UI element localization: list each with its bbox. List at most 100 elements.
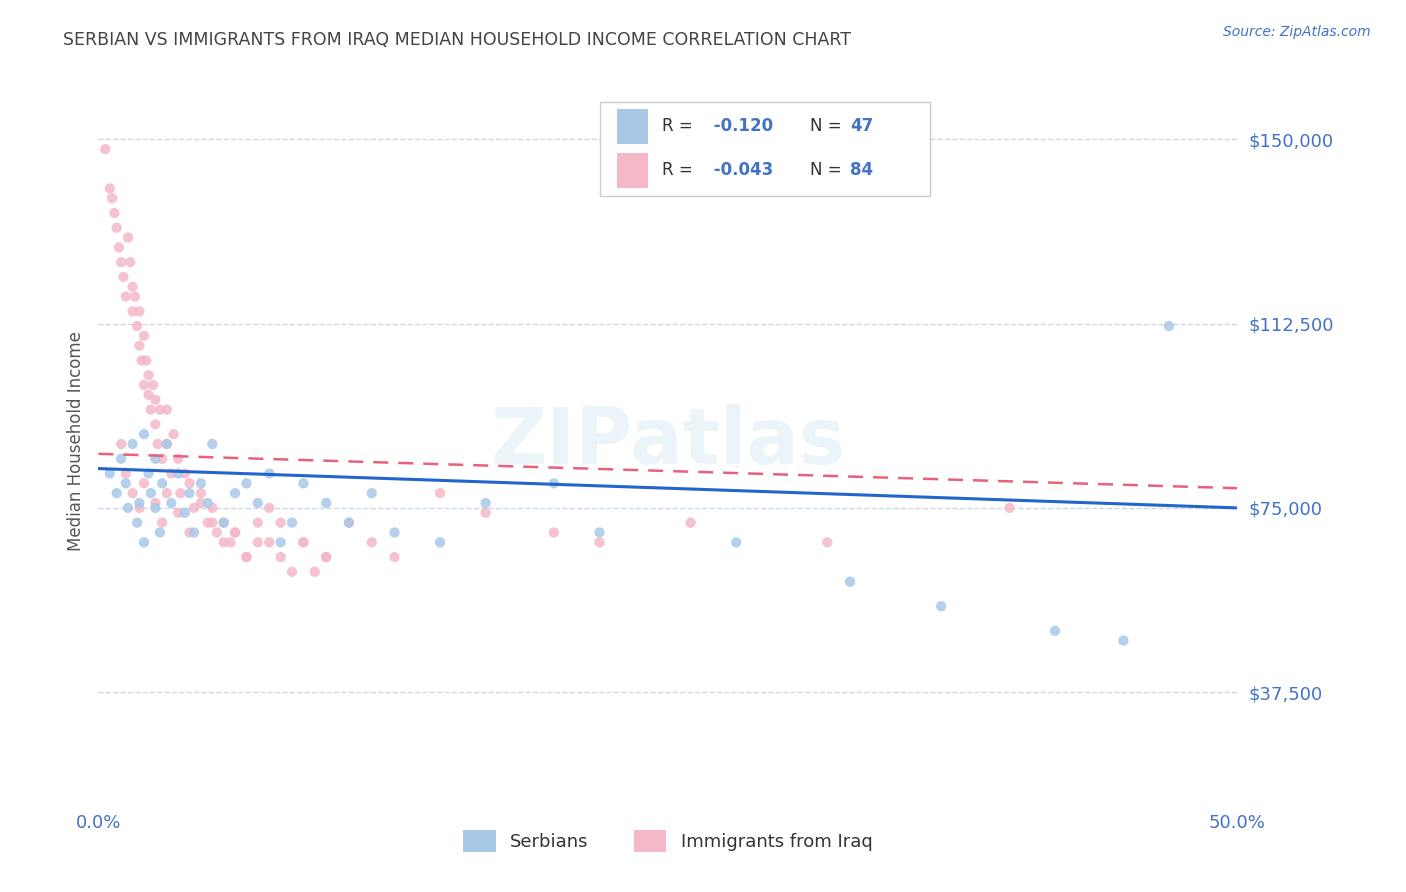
Point — [315, 496, 337, 510]
Point — [98, 181, 121, 195]
Point — [929, 599, 952, 614]
Point — [543, 525, 565, 540]
Point — [246, 535, 269, 549]
Text: N =: N = — [810, 117, 846, 136]
Point — [135, 353, 157, 368]
Point — [145, 392, 167, 407]
Y-axis label: Median Household Income: Median Household Income — [66, 332, 84, 551]
Point — [315, 549, 337, 564]
Point — [110, 255, 132, 269]
Point — [121, 279, 143, 293]
Text: R =: R = — [662, 117, 699, 136]
Point — [145, 451, 167, 466]
Point — [235, 476, 257, 491]
Point — [117, 230, 139, 244]
Point — [246, 516, 269, 530]
Point — [167, 451, 190, 466]
Point — [259, 500, 281, 515]
Point — [219, 535, 242, 549]
FancyBboxPatch shape — [599, 102, 929, 196]
Point — [235, 549, 257, 564]
Point — [156, 437, 179, 451]
Text: R =: R = — [662, 161, 699, 179]
Point — [139, 402, 162, 417]
Point — [167, 506, 190, 520]
Text: Source: ZipAtlas.com: Source: ZipAtlas.com — [1223, 25, 1371, 39]
Point — [224, 486, 246, 500]
Point — [246, 496, 269, 510]
Point — [156, 437, 179, 451]
Point — [128, 500, 150, 515]
Point — [112, 269, 135, 284]
Point — [114, 289, 136, 303]
Text: ZIPatlas: ZIPatlas — [491, 403, 845, 480]
Point — [201, 437, 224, 451]
Point — [145, 500, 167, 515]
Point — [101, 191, 124, 205]
Point — [162, 427, 184, 442]
Point — [259, 467, 281, 481]
Point — [108, 240, 131, 254]
Point — [128, 339, 150, 353]
Point — [128, 304, 150, 318]
Point — [1043, 624, 1066, 638]
Legend: Serbians, Immigrants from Iraq: Serbians, Immigrants from Iraq — [449, 815, 887, 866]
Point — [121, 437, 143, 451]
Point — [190, 496, 212, 510]
Point — [156, 486, 179, 500]
Point — [815, 535, 838, 549]
Point — [114, 476, 136, 491]
Point — [384, 549, 406, 564]
Point — [114, 467, 136, 481]
Point — [429, 535, 451, 549]
Point — [98, 467, 121, 481]
Point — [149, 525, 172, 540]
Point — [337, 516, 360, 530]
Point — [224, 525, 246, 540]
Point — [138, 368, 160, 383]
Point — [139, 486, 162, 500]
Point — [212, 516, 235, 530]
Point — [588, 525, 610, 540]
Point — [110, 451, 132, 466]
Point — [304, 565, 326, 579]
Point — [270, 549, 292, 564]
Point — [1112, 633, 1135, 648]
Point — [281, 565, 304, 579]
Point — [103, 206, 125, 220]
Point — [679, 516, 702, 530]
Point — [839, 574, 862, 589]
Point — [384, 525, 406, 540]
Point — [105, 220, 128, 235]
Point — [169, 486, 191, 500]
Point — [174, 506, 197, 520]
Point — [128, 496, 150, 510]
Point — [138, 467, 160, 481]
Point — [270, 535, 292, 549]
Point — [132, 427, 155, 442]
Point — [337, 516, 360, 530]
Point — [205, 525, 228, 540]
Point — [179, 476, 201, 491]
Point — [160, 467, 183, 481]
Point — [145, 496, 167, 510]
Text: -0.120: -0.120 — [707, 117, 773, 136]
Point — [150, 516, 173, 530]
Point — [179, 486, 201, 500]
Point — [543, 476, 565, 491]
Point — [121, 304, 143, 318]
Point — [235, 549, 257, 564]
Point — [110, 437, 132, 451]
Point — [474, 496, 496, 510]
Point — [212, 535, 235, 549]
Point — [132, 329, 155, 343]
Point — [150, 476, 173, 491]
Point — [131, 353, 153, 368]
Point — [105, 486, 128, 500]
Point — [360, 535, 382, 549]
Point — [183, 525, 205, 540]
Point — [212, 516, 235, 530]
Point — [292, 535, 315, 549]
Point — [132, 378, 155, 392]
Point — [179, 525, 201, 540]
